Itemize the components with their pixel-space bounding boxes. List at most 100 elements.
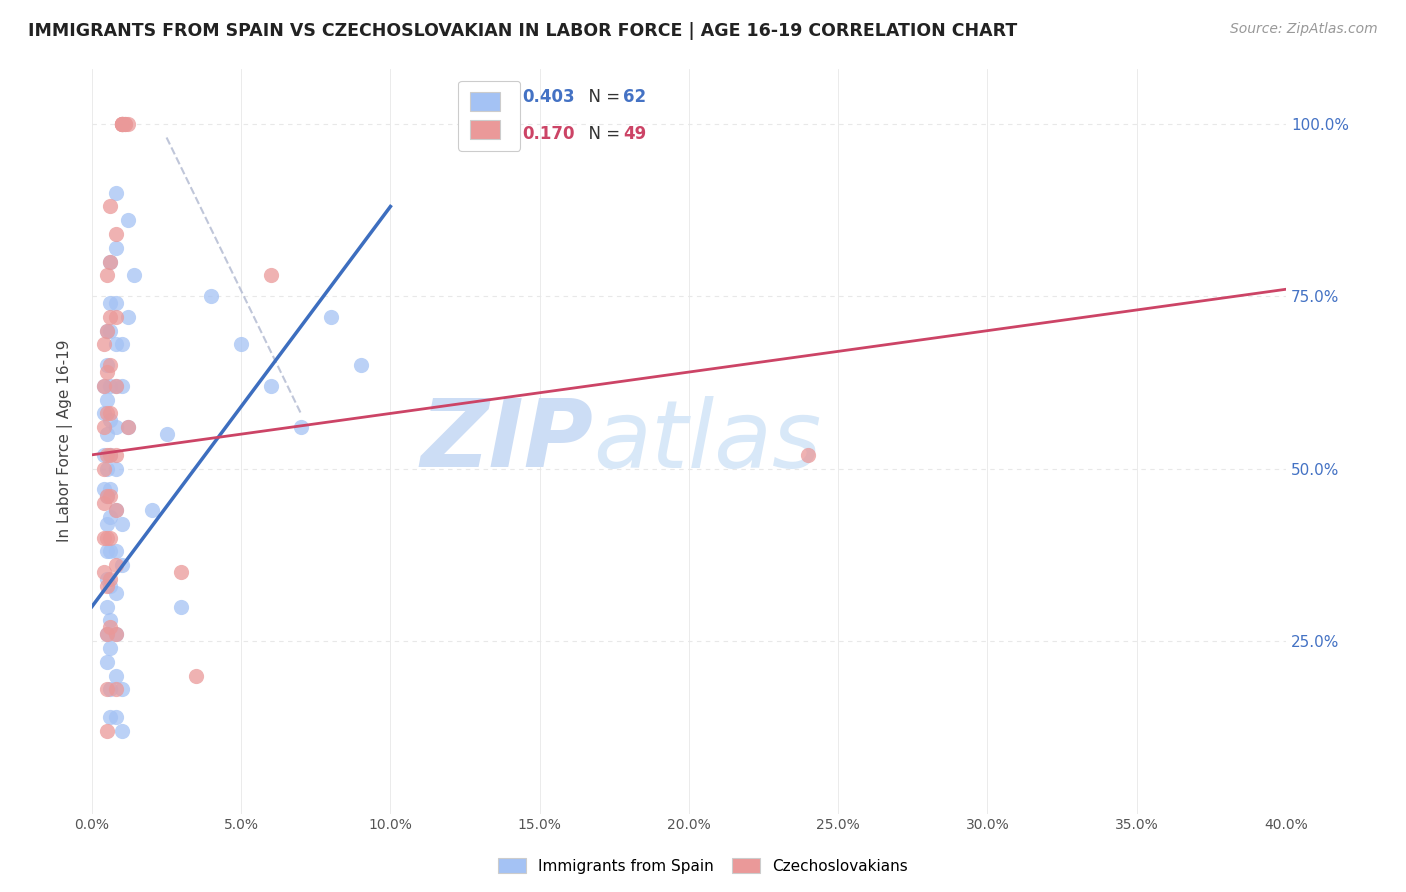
Point xyxy=(98,531,121,545)
Point xyxy=(117,310,139,324)
Point xyxy=(104,461,127,475)
Point xyxy=(155,427,177,442)
Point xyxy=(114,117,136,131)
Point xyxy=(96,324,118,338)
Text: atlas: atlas xyxy=(593,395,821,486)
Point xyxy=(104,544,127,558)
Point xyxy=(170,599,193,614)
Point xyxy=(111,516,134,531)
Point xyxy=(93,337,115,351)
Text: 49: 49 xyxy=(623,125,647,143)
Point xyxy=(104,379,127,393)
Point xyxy=(96,406,118,420)
Point xyxy=(117,117,139,131)
Text: IMMIGRANTS FROM SPAIN VS CZECHOSLOVAKIAN IN LABOR FORCE | AGE 16-19 CORRELATION : IMMIGRANTS FROM SPAIN VS CZECHOSLOVAKIAN… xyxy=(28,22,1018,40)
Point xyxy=(104,682,127,697)
Text: N =: N = xyxy=(578,88,626,106)
Text: R =: R = xyxy=(478,125,513,143)
Point xyxy=(104,586,127,600)
Point xyxy=(96,268,118,283)
Point xyxy=(200,289,222,303)
Point xyxy=(93,379,115,393)
Point xyxy=(96,572,118,586)
Point xyxy=(98,572,121,586)
Point xyxy=(141,503,163,517)
Point xyxy=(98,199,121,213)
Point xyxy=(111,117,134,131)
Point xyxy=(96,489,118,503)
Point xyxy=(96,544,118,558)
Point xyxy=(96,461,118,475)
Point xyxy=(98,710,121,724)
Point xyxy=(96,358,118,372)
Point xyxy=(98,620,121,634)
Point xyxy=(104,503,127,517)
Point xyxy=(96,489,118,503)
Point xyxy=(96,392,118,407)
Point xyxy=(93,565,115,579)
Point xyxy=(111,682,134,697)
Point xyxy=(96,627,118,641)
Point xyxy=(93,531,115,545)
Point xyxy=(93,379,115,393)
Point xyxy=(111,117,134,131)
Text: N =: N = xyxy=(578,125,626,143)
Point xyxy=(98,448,121,462)
Point xyxy=(93,420,115,434)
Text: 62: 62 xyxy=(623,88,647,106)
Point xyxy=(96,365,118,379)
Point xyxy=(117,420,139,434)
Point xyxy=(114,117,136,131)
Point xyxy=(104,710,127,724)
Point xyxy=(290,420,312,434)
Point xyxy=(117,420,139,434)
Text: R =: R = xyxy=(478,88,513,106)
Point xyxy=(98,613,121,627)
Point xyxy=(98,406,121,420)
Text: 0.403: 0.403 xyxy=(522,88,575,106)
Point xyxy=(98,483,121,497)
Point xyxy=(104,227,127,241)
Point xyxy=(104,668,127,682)
Point xyxy=(104,627,127,641)
Point xyxy=(104,310,127,324)
Point xyxy=(98,448,121,462)
Point xyxy=(93,483,115,497)
Point xyxy=(104,627,127,641)
Point xyxy=(96,682,118,697)
Point xyxy=(104,296,127,310)
Point xyxy=(319,310,342,324)
Point xyxy=(93,448,115,462)
Point xyxy=(96,324,118,338)
Legend: , : , xyxy=(458,80,520,151)
Point xyxy=(98,413,121,427)
Point xyxy=(98,544,121,558)
Point xyxy=(98,310,121,324)
Point xyxy=(122,268,145,283)
Point xyxy=(111,558,134,573)
Point xyxy=(93,496,115,510)
Point xyxy=(98,489,121,503)
Point xyxy=(104,448,127,462)
Text: 0.170: 0.170 xyxy=(522,125,574,143)
Y-axis label: In Labor Force | Age 16-19: In Labor Force | Age 16-19 xyxy=(58,340,73,542)
Point xyxy=(111,379,134,393)
Point xyxy=(104,558,127,573)
Text: ZIP: ZIP xyxy=(420,395,593,487)
Point xyxy=(96,599,118,614)
Point xyxy=(98,579,121,593)
Point xyxy=(98,640,121,655)
Point xyxy=(98,324,121,338)
Point xyxy=(96,531,118,545)
Point xyxy=(170,565,193,579)
Point xyxy=(96,516,118,531)
Point xyxy=(104,241,127,255)
Point xyxy=(231,337,253,351)
Point xyxy=(96,448,118,462)
Point xyxy=(111,117,134,131)
Point xyxy=(98,254,121,268)
Legend: Immigrants from Spain, Czechoslovakians: Immigrants from Spain, Czechoslovakians xyxy=(492,852,914,880)
Point xyxy=(104,503,127,517)
Point xyxy=(260,268,283,283)
Point xyxy=(96,579,118,593)
